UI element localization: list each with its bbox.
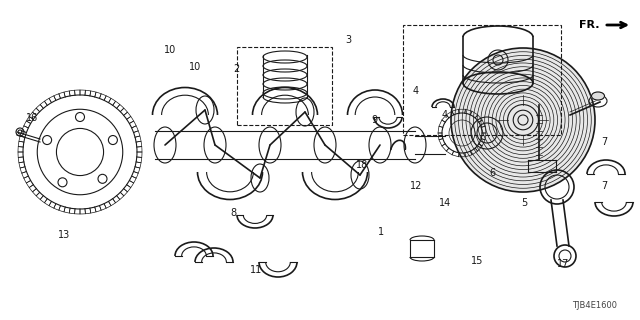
Text: 10: 10	[189, 62, 202, 72]
Text: 10: 10	[163, 44, 176, 55]
Text: 7: 7	[602, 180, 608, 191]
Text: 13: 13	[58, 230, 70, 240]
Text: 2: 2	[234, 64, 240, 74]
Text: 16: 16	[26, 113, 38, 124]
Text: 14: 14	[438, 198, 451, 208]
Bar	[237, 47, 332, 125]
Text: 5: 5	[522, 198, 528, 208]
Text: FR.: FR.	[579, 20, 600, 30]
Text: TJB4E1600: TJB4E1600	[572, 301, 617, 310]
Text: 4: 4	[442, 110, 448, 120]
Bar	[403, 25, 561, 135]
Text: 1: 1	[378, 227, 384, 237]
Text: 7: 7	[602, 137, 608, 148]
Text: 3: 3	[346, 35, 352, 45]
Text: 18: 18	[355, 160, 368, 170]
Circle shape	[451, 48, 595, 192]
Text: 12: 12	[410, 180, 422, 191]
Ellipse shape	[591, 92, 605, 100]
Text: 4: 4	[413, 86, 419, 96]
Text: 8: 8	[230, 208, 237, 218]
Text: 11: 11	[250, 265, 262, 276]
Text: 6: 6	[490, 168, 496, 178]
Text: 15: 15	[470, 256, 483, 266]
Text: 17: 17	[557, 259, 570, 269]
Text: 9: 9	[371, 115, 378, 125]
